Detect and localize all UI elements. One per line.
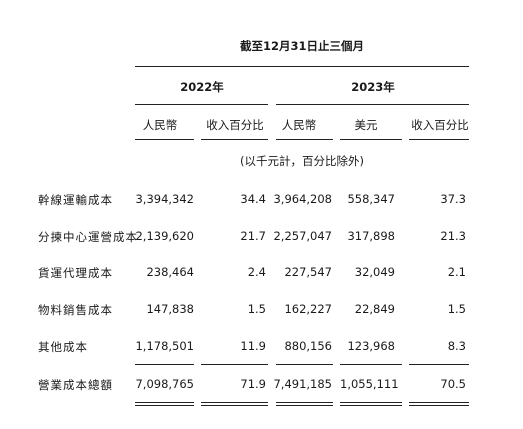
cell-pct-2022: 1.5: [247, 302, 266, 316]
double-rule-1b: [135, 405, 194, 406]
row-label: 其他成本: [38, 340, 88, 354]
table-row: 其他成本 1,178,501 11.9 880,156 123,968 8.3: [0, 339, 523, 354]
double-rule-5b: [409, 405, 469, 406]
col-rule-2: [201, 139, 268, 140]
col-header-rmb-2023: 人民幣: [281, 118, 317, 132]
table-row: 分揀中心運營成本 2,139,620 21.7 2,257,047 317,89…: [0, 229, 523, 244]
cell-pct-2022: 34.4: [240, 192, 266, 206]
cell-pct-2022: 21.7: [240, 229, 266, 243]
col-rule-3: [276, 139, 333, 140]
col-header-pct-2023: 收入百分比: [411, 118, 469, 132]
double-rule-3a: [276, 402, 333, 403]
cell-pct-2022: 2.4: [247, 265, 266, 279]
subtotal-rule-4: [340, 364, 402, 365]
cell-rmb-2023: 162,227: [284, 302, 332, 316]
total-usd-2023: 1,055,111: [340, 377, 399, 391]
cell-usd-2023: 22,849: [354, 302, 395, 316]
cell-rmb-2023: 227,547: [284, 265, 332, 279]
cell-rmb-2023: 2,257,047: [273, 229, 332, 243]
col-header-rmb-2022: 人民幣: [142, 118, 178, 132]
cell-usd-2023: 317,898: [347, 229, 395, 243]
cell-rmb-2022: 147,838: [146, 302, 194, 316]
total-pct-2022: 71.9: [240, 377, 266, 391]
cell-pct-2023: 1.5: [447, 302, 466, 316]
cell-pct-2023: 21.3: [440, 229, 466, 243]
table-title: 截至12月31日止三個月: [239, 39, 365, 53]
total-label: 營業成本總額: [38, 378, 113, 392]
cell-rmb-2022: 2,139,620: [135, 229, 194, 243]
year-2023-header: 2023年: [351, 80, 395, 94]
double-rule-4a: [340, 402, 402, 403]
col-rule-5: [409, 139, 469, 140]
total-rmb-2022: 7,098,765: [135, 377, 194, 391]
cell-usd-2023: 123,968: [347, 339, 395, 353]
col-header-usd-2023: 美元: [354, 118, 378, 132]
double-rule-5a: [409, 402, 469, 403]
cell-rmb-2023: 3,964,208: [273, 192, 332, 206]
table-row: 幹線運輸成本 3,394,342 34.4 3,964,208 558,347 …: [0, 192, 523, 207]
col-rule-4: [340, 139, 402, 140]
unit-note: (以千元計，百分比除外): [240, 154, 364, 168]
col-rule-1: [135, 139, 194, 140]
subtotal-rule-2: [201, 364, 268, 365]
cell-rmb-2022: 1,178,501: [135, 339, 194, 353]
year-2022-header: 2022年: [180, 80, 224, 94]
table-row: 物料銷售成本 147,838 1.5 162,227 22,849 1.5: [0, 302, 523, 317]
subtotal-rule-3: [276, 364, 333, 365]
cell-pct-2023: 37.3: [440, 192, 466, 206]
total-pct-2023: 70.5: [440, 377, 466, 391]
double-rule-1a: [135, 402, 194, 403]
cell-rmb-2023: 880,156: [284, 339, 332, 353]
double-rule-2a: [201, 402, 268, 403]
subtotal-rule-1: [135, 364, 194, 365]
cell-pct-2023: 8.3: [447, 339, 466, 353]
cell-pct-2023: 2.1: [447, 265, 466, 279]
cell-pct-2022: 11.9: [240, 339, 266, 353]
table-row: 貨運代理成本 238,464 2.4 227,547 32,049 2.1: [0, 265, 523, 280]
double-rule-3b: [276, 405, 333, 406]
cell-rmb-2022: 3,394,342: [135, 192, 194, 206]
year-2023-rule: [276, 104, 469, 105]
total-rmb-2023: 7,491,185: [273, 377, 332, 391]
double-rule-2b: [201, 405, 268, 406]
col-header-pct-2022: 收入百分比: [206, 118, 264, 132]
cell-rmb-2022: 238,464: [146, 265, 194, 279]
subtotal-rule-5: [409, 364, 469, 365]
row-label: 物料銷售成本: [38, 303, 113, 317]
total-row: 營業成本總額 7,098,765 71.9 7,491,185 1,055,11…: [0, 377, 523, 392]
title-rule: [135, 66, 469, 67]
cell-usd-2023: 558,347: [347, 192, 395, 206]
year-2022-rule: [135, 104, 268, 105]
cell-usd-2023: 32,049: [354, 265, 395, 279]
row-label: 貨運代理成本: [38, 266, 113, 280]
row-label: 分揀中心運營成本: [38, 230, 138, 244]
double-rule-4b: [340, 405, 402, 406]
row-label: 幹線運輸成本: [38, 193, 113, 207]
